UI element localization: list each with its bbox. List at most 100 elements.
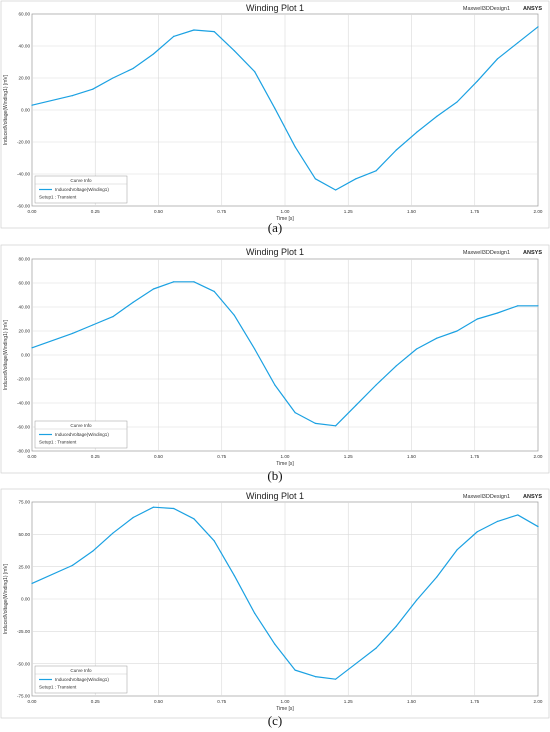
- data-point: [112, 77, 114, 79]
- data-point: [254, 71, 256, 73]
- data-point: [294, 412, 296, 414]
- data-point: [254, 612, 256, 614]
- y-tick-label: -50.00: [17, 661, 30, 666]
- x-tick-label: 1.00: [281, 209, 290, 214]
- x-tick-label: 0.25: [91, 454, 100, 459]
- data-point: [274, 643, 276, 645]
- x-tick-label: 1.00: [281, 699, 290, 704]
- x-tick-label: 1.75: [470, 699, 479, 704]
- chart-panel-1: Winding Plot 1 Maxwell3DDesign1 ANSYS 0.00 0…: [0, 0, 550, 235]
- data-point: [193, 281, 195, 283]
- data-point: [415, 348, 418, 350]
- data-point: [274, 384, 276, 386]
- data-point: [173, 35, 175, 38]
- data-point: [436, 115, 438, 117]
- data-point: [31, 582, 33, 585]
- data-point: [294, 146, 296, 148]
- data-point: [92, 324, 94, 326]
- x-tick-label: 1.75: [470, 209, 479, 214]
- data-point: [233, 314, 235, 316]
- legend-title: Curve Info: [70, 178, 92, 183]
- data-point: [132, 301, 134, 303]
- data-point: [31, 347, 33, 349]
- chart-panel-2: Winding Plot 1 Maxwell3DDesign1 ANSYS 0.00 0…: [0, 244, 550, 483]
- y-tick-label: 80.00: [19, 257, 31, 262]
- x-axis-label: Time [s]: [276, 706, 294, 712]
- legend-entry-name: InducedVoltage(Winding1): [55, 677, 109, 682]
- y-axis-label: InducedVoltage(Winding1) [mV]: [3, 319, 9, 390]
- data-point: [517, 514, 519, 516]
- data-point: [92, 88, 94, 90]
- x-tick-label: 0.50: [154, 209, 163, 214]
- chart-panel-3: Winding Plot 1 Maxwell3DDesign1 ANSYS 0.00 0…: [0, 488, 550, 728]
- data-point: [355, 178, 357, 180]
- x-tick-label: 2.00: [534, 454, 543, 459]
- legend-box: Curve Info InducedVoltage(Winding1) Setup1…: [34, 665, 128, 694]
- y-tick-label: 0.00: [21, 353, 30, 358]
- data-point: [335, 678, 337, 680]
- y-tick-label: -20.00: [17, 140, 30, 145]
- y-tick-label: 50.00: [19, 532, 31, 537]
- data-point: [173, 507, 175, 510]
- data-point: [31, 104, 33, 106]
- x-tick-label: 2.00: [534, 209, 543, 214]
- y-tick-label: 20.00: [19, 76, 31, 81]
- data-point: [71, 332, 74, 334]
- data-point: [456, 101, 458, 103]
- y-tick-label: -75.00: [17, 694, 30, 699]
- data-point: [496, 520, 499, 523]
- legend-entry-setup: Setup1 : Transient: [39, 685, 77, 690]
- data-point: [415, 599, 418, 601]
- y-tick-label: 20.00: [19, 329, 31, 334]
- data-point: [71, 564, 74, 566]
- x-tick-label: 1.50: [407, 699, 416, 704]
- data-point: [193, 518, 195, 520]
- project-label: Maxwell3DDesign1: [463, 250, 510, 256]
- data-point: [355, 663, 357, 665]
- data-point: [395, 149, 397, 151]
- data-point: [274, 107, 276, 109]
- data-point: [375, 170, 377, 172]
- y-tick-label: -25.00: [17, 629, 30, 634]
- panel-caption: (b): [267, 468, 282, 483]
- y-axis-label: InducedVoltage(Winding1) [mV]: [3, 563, 9, 634]
- data-point: [233, 575, 235, 577]
- data-point: [112, 532, 114, 534]
- data-point: [152, 288, 155, 290]
- data-point: [476, 531, 478, 533]
- x-tick-label: 1.25: [344, 699, 353, 704]
- y-tick-label: -60.00: [17, 425, 30, 430]
- data-point: [375, 647, 377, 649]
- project-label: Maxwell3DDesign1: [463, 494, 510, 500]
- x-tick-label: 0.75: [217, 454, 226, 459]
- x-tick-label: 0.00: [28, 454, 37, 459]
- legend-entry-setup: Setup1 : Transient: [39, 440, 77, 445]
- x-tick-label: 1.75: [470, 454, 479, 459]
- x-tick-label: 1.50: [407, 454, 416, 459]
- chart-title: Winding Plot 1: [246, 491, 304, 501]
- data-point: [496, 58, 499, 60]
- y-tick-label: 0.00: [21, 597, 30, 602]
- x-tick-label: 0.00: [28, 209, 37, 214]
- data-point: [112, 316, 114, 318]
- data-point: [314, 178, 316, 180]
- data-point: [152, 506, 155, 508]
- data-point: [314, 422, 316, 424]
- data-point: [92, 550, 94, 552]
- data-point: [173, 281, 175, 283]
- data-point: [314, 676, 316, 678]
- data-point: [476, 80, 478, 82]
- data-point: [193, 29, 195, 31]
- x-axis-label: Time [s]: [276, 216, 294, 222]
- x-axis-label: Time [s]: [276, 461, 294, 467]
- y-tick-label: 25.00: [19, 564, 31, 569]
- data-point: [476, 318, 478, 320]
- y-tick-label: -80.00: [17, 449, 30, 454]
- data-point: [335, 425, 337, 427]
- data-point: [496, 312, 499, 314]
- data-point: [537, 26, 539, 28]
- y-tick-label: 60.00: [19, 12, 31, 17]
- chart-title: Winding Plot 1: [246, 3, 304, 13]
- legend-entry-setup: Setup1 : Transient: [39, 195, 77, 200]
